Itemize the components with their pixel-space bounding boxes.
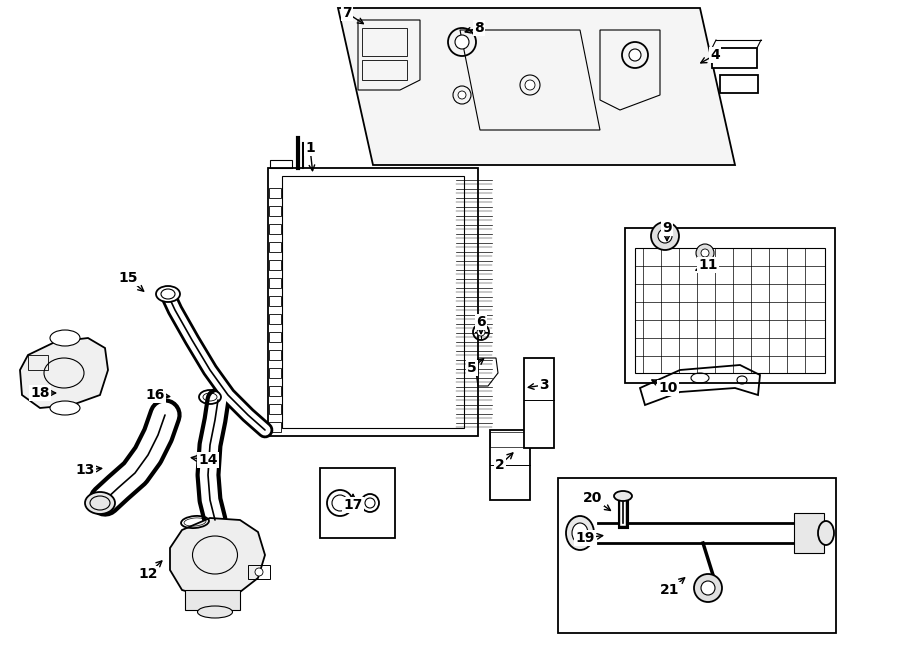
Bar xyxy=(269,242,281,252)
Text: 21: 21 xyxy=(661,583,680,597)
Text: 8: 8 xyxy=(474,21,484,35)
Circle shape xyxy=(525,80,535,90)
Ellipse shape xyxy=(156,286,180,302)
Text: 9: 9 xyxy=(662,221,671,235)
Bar xyxy=(269,206,281,216)
Circle shape xyxy=(629,49,641,61)
Bar xyxy=(362,28,407,56)
Bar xyxy=(185,590,240,610)
Bar xyxy=(269,422,281,432)
Ellipse shape xyxy=(566,516,594,550)
Bar xyxy=(269,296,281,306)
Text: 15: 15 xyxy=(118,271,138,285)
Bar xyxy=(269,386,281,396)
Text: 19: 19 xyxy=(575,531,595,545)
Circle shape xyxy=(458,91,466,99)
Bar xyxy=(248,565,270,579)
Bar xyxy=(269,368,281,378)
Circle shape xyxy=(694,574,722,602)
Text: 7: 7 xyxy=(342,6,352,20)
Bar xyxy=(28,355,48,370)
Bar xyxy=(720,75,758,93)
Bar xyxy=(558,478,836,633)
Circle shape xyxy=(255,568,263,576)
Bar xyxy=(712,48,757,68)
Text: 11: 11 xyxy=(698,258,718,272)
Text: 3: 3 xyxy=(539,378,549,392)
Bar xyxy=(490,432,528,447)
Text: 20: 20 xyxy=(583,491,603,505)
Bar xyxy=(269,278,281,288)
Polygon shape xyxy=(20,338,108,408)
Circle shape xyxy=(696,244,714,262)
Ellipse shape xyxy=(197,606,232,618)
Text: 6: 6 xyxy=(476,315,486,329)
Ellipse shape xyxy=(572,523,588,543)
Bar xyxy=(490,430,530,500)
Text: 13: 13 xyxy=(76,463,94,477)
Text: 14: 14 xyxy=(198,453,218,467)
Text: 12: 12 xyxy=(139,567,158,581)
Bar xyxy=(269,332,281,342)
Bar xyxy=(269,260,281,270)
Ellipse shape xyxy=(85,492,115,514)
Circle shape xyxy=(701,249,709,257)
Bar xyxy=(635,248,825,373)
Bar xyxy=(794,513,824,553)
Text: 2: 2 xyxy=(495,458,505,472)
Bar xyxy=(320,468,395,538)
Text: 10: 10 xyxy=(658,381,678,395)
Text: 4: 4 xyxy=(710,48,720,62)
Circle shape xyxy=(477,328,485,336)
Bar xyxy=(269,404,281,414)
Polygon shape xyxy=(338,8,735,165)
Ellipse shape xyxy=(818,521,834,545)
Text: 16: 16 xyxy=(145,388,165,402)
Circle shape xyxy=(651,222,679,250)
Bar xyxy=(282,176,464,428)
Bar xyxy=(270,160,292,168)
Bar xyxy=(268,168,478,436)
Text: 5: 5 xyxy=(467,361,477,375)
Ellipse shape xyxy=(614,491,632,501)
Text: 17: 17 xyxy=(343,498,363,512)
Bar xyxy=(269,314,281,324)
Bar xyxy=(269,350,281,360)
Ellipse shape xyxy=(50,401,80,415)
Bar xyxy=(625,228,835,383)
Bar xyxy=(524,358,554,448)
Circle shape xyxy=(455,35,469,49)
Text: 1: 1 xyxy=(305,141,315,155)
Circle shape xyxy=(658,229,672,243)
Polygon shape xyxy=(170,518,265,598)
Bar xyxy=(362,60,407,80)
Circle shape xyxy=(701,581,715,595)
Bar xyxy=(269,224,281,234)
Text: 18: 18 xyxy=(31,386,50,400)
Ellipse shape xyxy=(50,330,80,346)
Bar xyxy=(269,188,281,198)
